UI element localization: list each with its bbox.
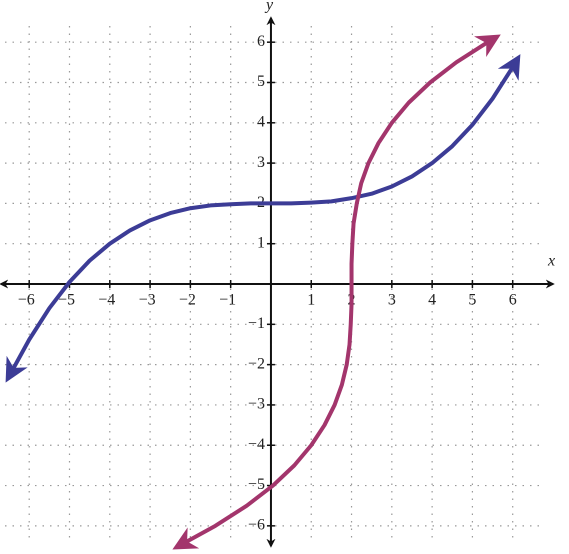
y-tick-label: 3 xyxy=(257,154,265,171)
y-axis-label: y xyxy=(264,0,274,14)
x-tick-label: −4 xyxy=(98,292,115,309)
y-tick-label: 1 xyxy=(257,234,265,251)
y-tick-label: −6 xyxy=(248,517,265,534)
x-tick-label: 3 xyxy=(388,292,396,309)
y-tick-label: 4 xyxy=(257,113,265,130)
y-tick-label: −3 xyxy=(248,396,265,413)
x-tick-label: 5 xyxy=(468,292,476,309)
y-tick-label: −1 xyxy=(248,315,265,332)
y-tick-label: 5 xyxy=(257,73,265,90)
y-tick-label: −4 xyxy=(248,436,265,453)
y-tick-label: −5 xyxy=(248,476,265,493)
x-tick-label: 4 xyxy=(428,292,436,309)
x-tick-label: −6 xyxy=(18,292,35,309)
y-tick-label: 6 xyxy=(257,33,265,50)
x-axis-label: x xyxy=(547,253,555,270)
x-tick-label: 1 xyxy=(307,292,315,309)
curve xyxy=(172,34,501,550)
y-tick-label: −2 xyxy=(248,355,265,372)
x-tick-label: −2 xyxy=(179,292,196,309)
x-tick-label: −1 xyxy=(219,292,236,309)
x-tick-label: 6 xyxy=(509,292,517,309)
x-tick-label: −3 xyxy=(139,292,156,309)
